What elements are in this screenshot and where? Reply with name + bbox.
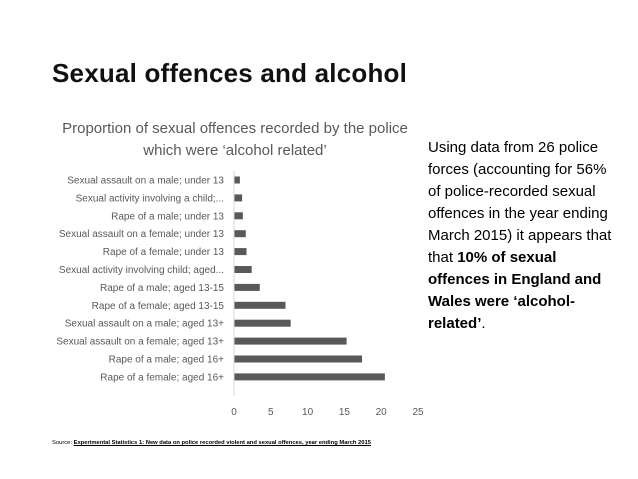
category-label: Rape of a female; under 13	[103, 247, 225, 258]
category-label: Sexual assault on a male; aged 13+	[65, 319, 224, 330]
bar	[234, 212, 243, 220]
bars-group	[234, 176, 385, 381]
x-tick-label: 5	[268, 407, 274, 418]
bar	[234, 248, 247, 256]
bar	[234, 194, 243, 202]
x-tick-label: 0	[231, 407, 237, 418]
bar	[234, 319, 291, 327]
x-tick-label: 20	[376, 407, 388, 418]
category-label: Rape of a male; under 13	[111, 211, 224, 222]
category-label: Rape of a male; aged 13-15	[100, 283, 224, 294]
bar	[234, 337, 347, 345]
category-label: Rape of a male; aged 16+	[109, 355, 225, 366]
bar	[234, 266, 252, 273]
summary-text-part1: Using data from 26 police forces (accoun…	[428, 139, 612, 266]
x-tick-label: 15	[339, 407, 351, 418]
source-link[interactable]: Experimental Statistics 1: New data on p…	[73, 440, 371, 446]
category-label: Rape of a female; aged 16+	[100, 372, 224, 383]
bar	[234, 373, 385, 381]
category-labels: Sexual assault on a male; under 13 Sexual…	[56, 176, 224, 384]
chart-title: Proportion of sexual offences recorded b…	[62, 120, 408, 159]
summary-text-highlight: 10% of sexual offences in England and Wa…	[428, 249, 602, 332]
x-tick-label: 10	[302, 407, 314, 418]
summary-text: Using data from 26 police forces (accoun…	[428, 137, 613, 335]
category-label: Sexual assault on a female; aged 13+	[56, 337, 224, 348]
category-label: Sexual activity involving child; aged...	[59, 265, 224, 276]
category-label: Sexual assault on a female; under 13	[59, 229, 225, 240]
slide-title: Sexual offences and alcohol	[52, 58, 408, 88]
source-note: Source: Experimental Statistics 1: New d…	[52, 440, 371, 446]
category-label: Sexual assault on a male; under 13	[67, 176, 224, 187]
bar	[234, 301, 286, 309]
bar	[234, 283, 260, 291]
bar	[234, 230, 246, 238]
category-label: Sexual activity involving a child;...	[76, 193, 224, 204]
category-label: Rape of a female; aged 13-15	[92, 301, 225, 312]
bar	[234, 355, 363, 363]
x-tick-labels: 0 5 10 15 20 25	[231, 407, 424, 418]
summary-text-part2: .	[481, 315, 486, 332]
source-prefix: Source:	[52, 440, 74, 446]
x-tick-label: 25	[412, 407, 424, 418]
bar	[234, 176, 240, 184]
